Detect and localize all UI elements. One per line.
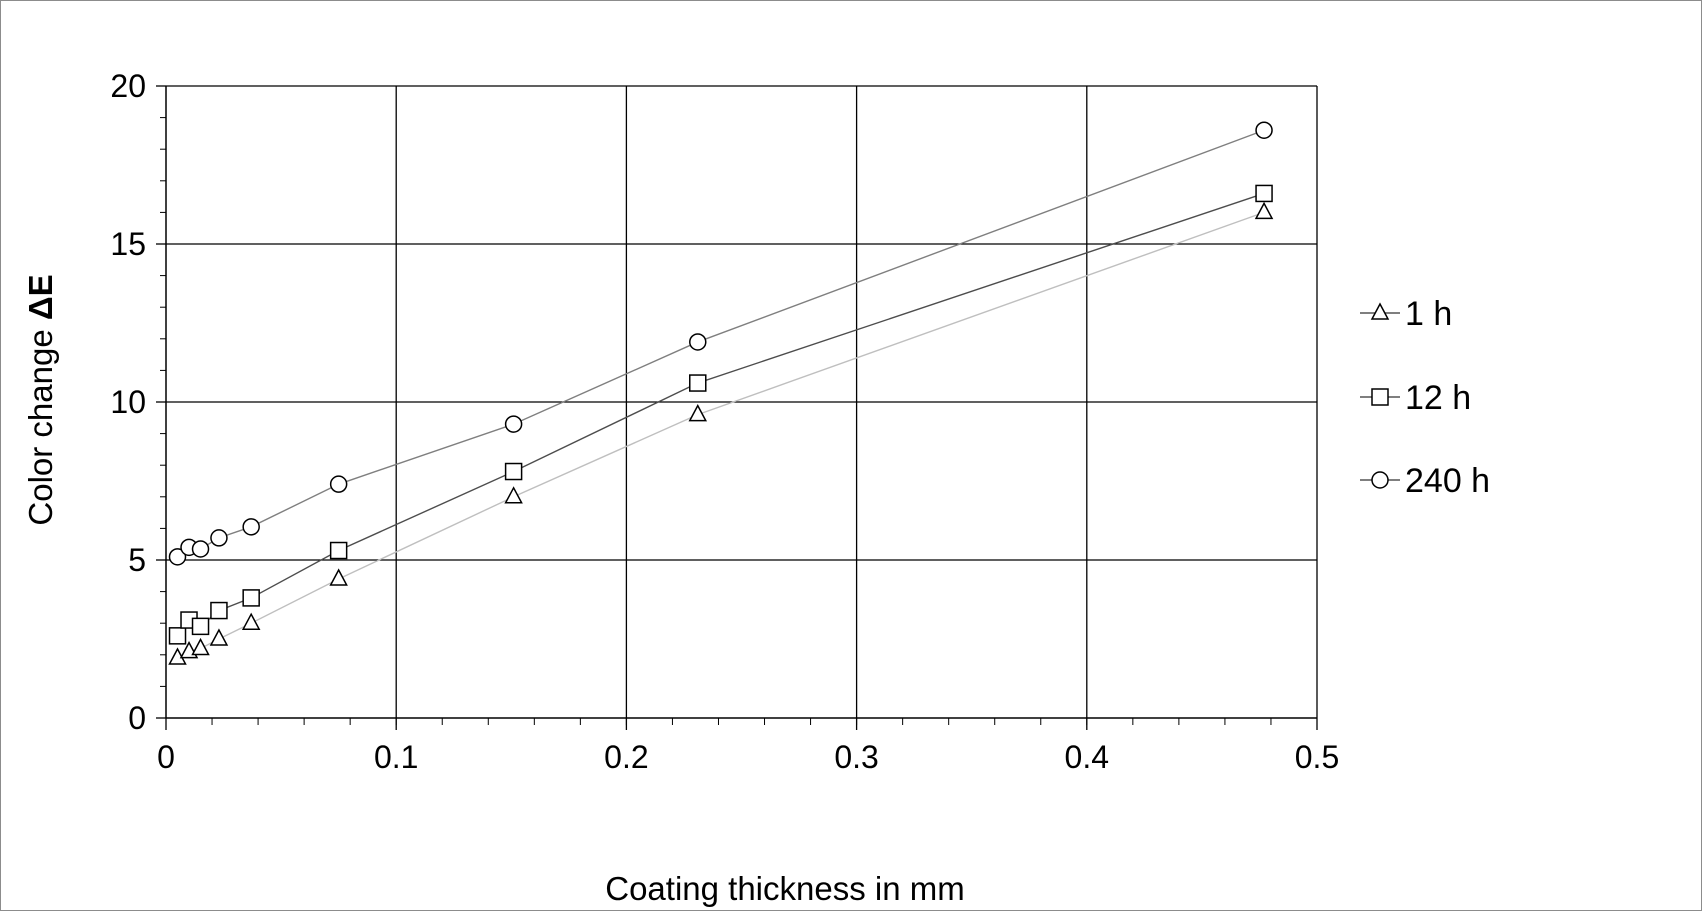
y-tick-label: 0 bbox=[128, 700, 146, 736]
data-point-circle bbox=[191, 540, 210, 558]
data-point-circle bbox=[1255, 121, 1273, 139]
data-point-circle bbox=[210, 529, 228, 547]
series-1h bbox=[168, 201, 1274, 665]
x-tick-label: 0.3 bbox=[834, 739, 878, 775]
series-12h bbox=[168, 184, 1273, 645]
x-tick-label: 0.5 bbox=[1295, 739, 1339, 775]
data-point-circle bbox=[329, 475, 348, 493]
y-axis-title-text: Color change bbox=[22, 320, 59, 525]
series-240h bbox=[168, 121, 1273, 566]
data-point-triangle bbox=[688, 404, 708, 422]
legend-label: 12 h bbox=[1405, 379, 1471, 417]
y-tick-label: 20 bbox=[110, 68, 146, 104]
data-point-square bbox=[242, 589, 260, 607]
legend: 1 h 12 h 240 h bbox=[1360, 295, 1490, 500]
legend-item: 240 h bbox=[1360, 462, 1490, 500]
legend-marker-triangle bbox=[1370, 302, 1390, 320]
data-point-circle bbox=[504, 415, 523, 433]
data-point-triangle bbox=[241, 612, 261, 630]
x-axis-title: Coating thickness in mm bbox=[605, 870, 964, 907]
series-line bbox=[176, 192, 1265, 637]
axis-ticks: 0 5 10 15 20 0 0.1 0.2 0.3 0.4 0.5 bbox=[110, 68, 1339, 775]
data-point-triangle bbox=[1254, 201, 1274, 220]
y-tick-label: 10 bbox=[110, 384, 146, 420]
data-point-square bbox=[689, 374, 707, 392]
y-axis-title-symbol: ΔE bbox=[22, 274, 59, 320]
x-tick-label: 0 bbox=[157, 739, 175, 775]
y-axis-title: Color change ΔE bbox=[22, 274, 59, 525]
legend-item: 12 h bbox=[1360, 379, 1471, 417]
x-tick-label: 0.2 bbox=[604, 739, 648, 775]
legend-label: 240 h bbox=[1405, 462, 1490, 500]
y-tick-label: 5 bbox=[128, 542, 146, 578]
series-line bbox=[177, 129, 1265, 558]
data-point-square bbox=[168, 627, 187, 645]
series-layer bbox=[168, 121, 1274, 665]
legend-marker-circle bbox=[1371, 471, 1389, 489]
y-tick-label: 15 bbox=[110, 226, 146, 262]
legend-marker-square bbox=[1371, 388, 1389, 406]
x-tick-label: 0.4 bbox=[1065, 739, 1109, 775]
data-point-square bbox=[210, 601, 228, 620]
grid-lines bbox=[166, 85, 1318, 718]
data-point-triangle bbox=[209, 628, 229, 646]
data-point-triangle bbox=[504, 486, 523, 504]
data-point-circle bbox=[242, 518, 260, 536]
data-point-square bbox=[329, 541, 348, 560]
legend-item: 1 h bbox=[1360, 295, 1452, 333]
data-point-square bbox=[1255, 184, 1273, 203]
data-point-square bbox=[191, 617, 210, 636]
data-point-circle bbox=[168, 548, 187, 566]
data-point-square bbox=[504, 462, 523, 481]
data-point-circle bbox=[689, 333, 707, 351]
series-line bbox=[177, 211, 1265, 659]
data-point-triangle bbox=[329, 568, 348, 586]
data-point-triangle bbox=[191, 637, 210, 656]
x-tick-label: 0.1 bbox=[374, 739, 418, 775]
legend-label: 1 h bbox=[1405, 295, 1452, 333]
